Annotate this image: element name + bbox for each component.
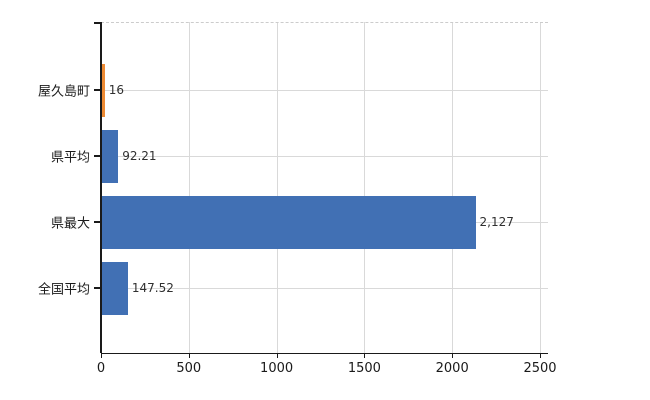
category-label: 全国平均 <box>37 282 90 298</box>
horizontal-gridline <box>101 288 548 289</box>
x-tick-label: 1000 <box>260 361 294 376</box>
value-label: 16 <box>108 83 125 97</box>
y-axis-tick <box>94 89 101 91</box>
plot-top-border <box>101 22 548 23</box>
x-tick-label: 0 <box>96 361 106 376</box>
vertical-gridline <box>276 22 278 353</box>
vertical-gridline <box>452 22 454 353</box>
horizontal-gridline <box>101 156 548 157</box>
y-axis-tick <box>94 287 101 289</box>
horizontal-gridline <box>101 90 548 91</box>
category-label: 屋久島町 <box>37 84 90 100</box>
bar-2 <box>102 195 476 249</box>
bar-0 <box>102 63 105 117</box>
value-label: 92.21 <box>122 149 157 163</box>
x-tick-label: 2000 <box>435 361 469 376</box>
vertical-gridline <box>364 22 366 353</box>
x-axis-tick <box>276 353 278 358</box>
y-axis-line <box>100 22 102 353</box>
y-axis-top-tick <box>94 22 101 24</box>
x-axis-tick <box>188 353 190 358</box>
x-tick-label: 2500 <box>523 361 557 376</box>
category-label: 県平均 <box>50 150 90 166</box>
x-axis-tick <box>540 353 541 358</box>
x-tick-label: 1500 <box>347 361 381 376</box>
vertical-gridline <box>540 22 541 353</box>
x-axis-tick <box>101 353 102 358</box>
x-tick-label: 500 <box>176 361 202 376</box>
x-axis-tick <box>452 353 454 358</box>
bar-3 <box>102 261 128 315</box>
vertical-gridline <box>188 22 190 353</box>
value-label: 147.52 <box>131 281 174 295</box>
value-label: 2,127 <box>479 215 514 229</box>
category-label: 県最大 <box>50 216 90 232</box>
y-axis-tick <box>94 155 101 157</box>
x-axis-line <box>101 353 548 354</box>
bar-1 <box>102 129 119 183</box>
x-axis-tick <box>364 353 366 358</box>
y-axis-tick <box>94 221 101 223</box>
